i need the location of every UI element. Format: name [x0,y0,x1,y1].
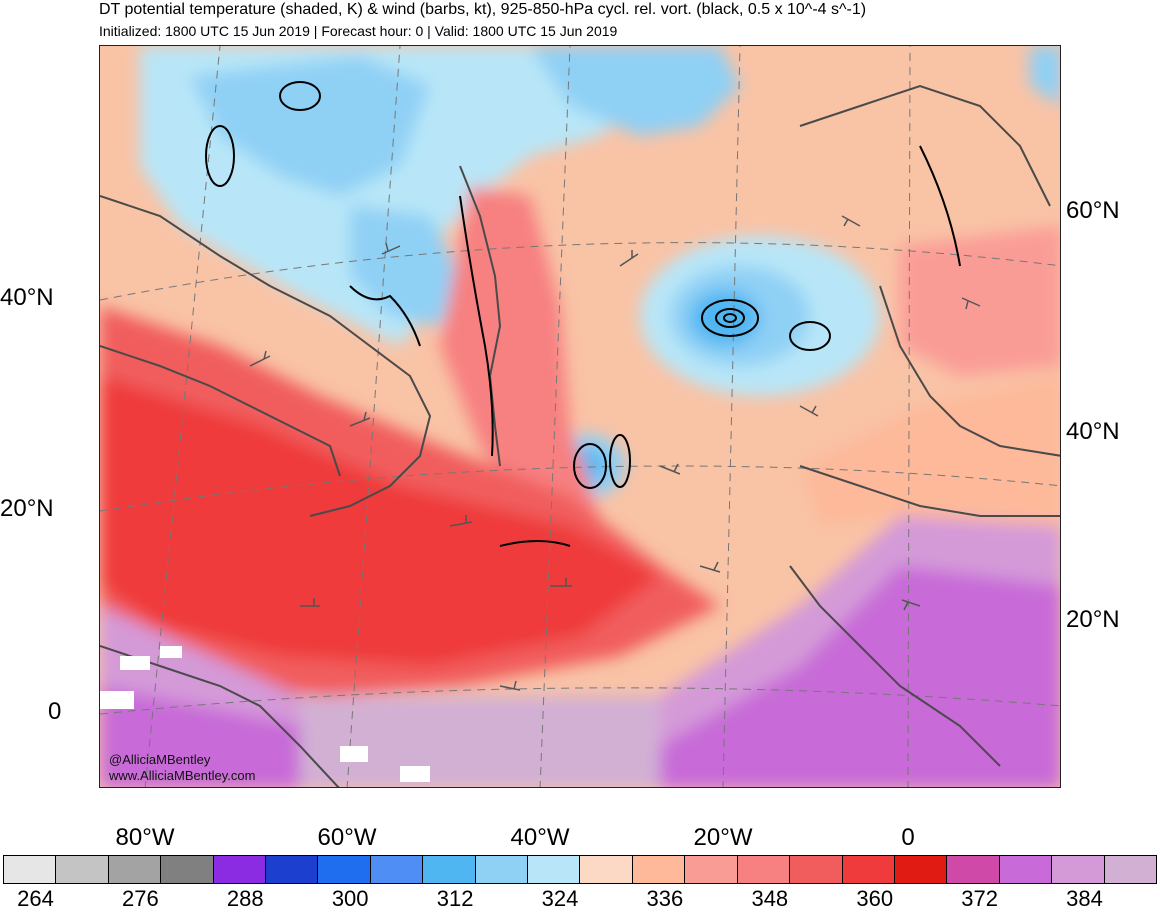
colorbar [3,855,1157,884]
colorbar-box [790,856,843,883]
colorbar-box [1104,856,1156,883]
lat-label-right-40N: 40°N [1066,418,1120,445]
colorbar-tick-label: 300 [331,886,369,911]
lat-label-left-0: 0 [48,698,62,725]
missing-data-speckles [100,646,430,782]
colorbar-tick-label: 312 [436,886,474,911]
colorbar-tick-label: 288 [226,886,264,911]
credit-handle: @AlliciaMBentley [109,752,211,767]
coastlines [100,84,1060,787]
colorbar-box [423,856,476,883]
colorbar-box [737,856,791,883]
vorticity-contours [205,81,961,547]
colorbar-box [580,856,633,883]
colorbar-box [213,856,267,883]
lon-label-80W: 80°W [115,824,175,851]
colorbar-box [4,856,57,883]
colorbar-box [56,856,109,883]
wind-barbs [249,215,981,691]
chart-subtitle: Initialized: 1800 UTC 15 Jun 2019 | Fore… [99,23,618,39]
map-panel [99,45,1061,788]
colorbar-box [842,856,895,883]
colorbar-box [1052,856,1105,883]
colorbar-box [685,856,738,883]
lat-label-left-20N: 20°N [0,495,54,522]
colorbar-tick-label: 384 [1066,886,1103,911]
lon-label-40W: 40°W [510,824,570,851]
lon-label-60W: 60°W [317,824,377,851]
colorbar-box [894,856,948,883]
colorbar-box [370,856,424,883]
colorbar-box [266,856,319,883]
potential-temperature-shading [100,46,1060,787]
colorbar-box [475,856,529,883]
colorbar-box [999,856,1053,883]
colorbar-tick-label: 324 [541,886,579,911]
colorbar-box [108,856,162,883]
colorbar-tick-label: 264 [17,886,54,911]
colorbar-box [528,856,581,883]
colorbar-tick-label: 348 [751,886,789,911]
lat-label-right-20N: 20°N [1066,606,1120,633]
lon-label-20W: 20°W [693,824,753,851]
chart-title: DT potential temperature (shaded, K) & w… [99,1,867,18]
lat-label-left-40N: 40°N [0,284,54,311]
colorbar-tick-label: 360 [856,886,894,911]
credit-url: www.AlliciaMBentley.com [109,768,256,783]
colorbar-box [161,856,214,883]
colorbar-box [632,856,686,883]
colorbar-box [947,856,1000,883]
colorbar-tick-label: 276 [122,886,159,911]
lon-label-0: 0 [901,824,915,851]
colorbar-tick-label: 336 [646,886,684,911]
colorbar-tick-label: 372 [961,886,998,911]
colorbar-box [318,856,371,883]
map-svg [100,46,1060,787]
lat-label-right-60N: 60°N [1066,197,1120,224]
